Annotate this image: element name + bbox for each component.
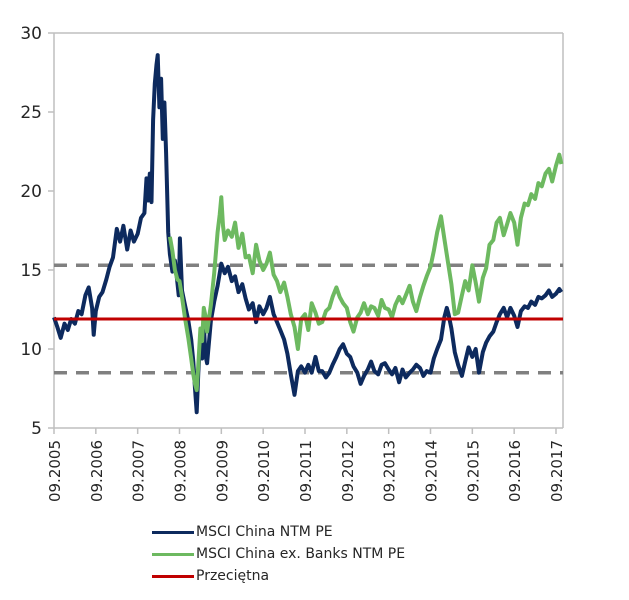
y-tick-label: 25 [20, 103, 42, 123]
plot-frame [53, 32, 564, 429]
legend-item-average: Przeciętna [152, 565, 405, 587]
y-axis: 5 10 15 20 25 30 [20, 24, 54, 439]
series-line-msci-china-ntm-pe [52, 53, 564, 415]
x-tick-label: 09.2013 [381, 440, 399, 502]
x-tick-label: 09.2006 [88, 440, 106, 502]
x-tick-label: 09.2015 [464, 440, 482, 502]
x-tick-label: 09.2007 [130, 440, 148, 502]
y-tick-label: 30 [20, 24, 42, 44]
y-tick-label: 10 [20, 340, 42, 360]
legend-item-msci-china: MSCI China NTM PE [152, 521, 405, 543]
legend-label: MSCI China NTM PE [196, 524, 333, 540]
series-line-msci-china-ex-banks-ntm-pe [167, 152, 564, 393]
x-tick-label: 09.2017 [548, 440, 566, 502]
x-tick-label: 09.2016 [506, 440, 524, 502]
legend: MSCI China NTM PE MSCI China ex. Banks N… [152, 521, 405, 587]
x-axis: 09.2005 09.2006 09.2007 09.2008 09.2009 09.20… [46, 428, 566, 502]
legend-item-msci-china-ex-banks: MSCI China ex. Banks NTM PE [152, 543, 405, 565]
x-tick-label: 09.2008 [172, 440, 190, 502]
x-tick-label: 09.2011 [297, 440, 315, 502]
legend-swatch-average [152, 574, 194, 578]
x-tick-label: 09.2010 [255, 440, 273, 502]
legend-swatch-msci-china-ex-banks [152, 552, 194, 556]
x-tick-label: 09.2012 [339, 440, 357, 502]
legend-swatch-msci-china [152, 530, 194, 534]
y-tick-label: 15 [20, 261, 42, 281]
legend-label: Przeciętna [196, 568, 270, 584]
legend-label: MSCI China ex. Banks NTM PE [196, 546, 406, 562]
series-lines [52, 53, 564, 415]
y-tick-label: 20 [20, 182, 42, 202]
x-tick-label: 09.2005 [46, 440, 64, 502]
x-tick-label: 09.2014 [423, 440, 441, 502]
y-tick-label: 5 [31, 419, 42, 439]
x-tick-label: 09.2009 [213, 440, 231, 502]
